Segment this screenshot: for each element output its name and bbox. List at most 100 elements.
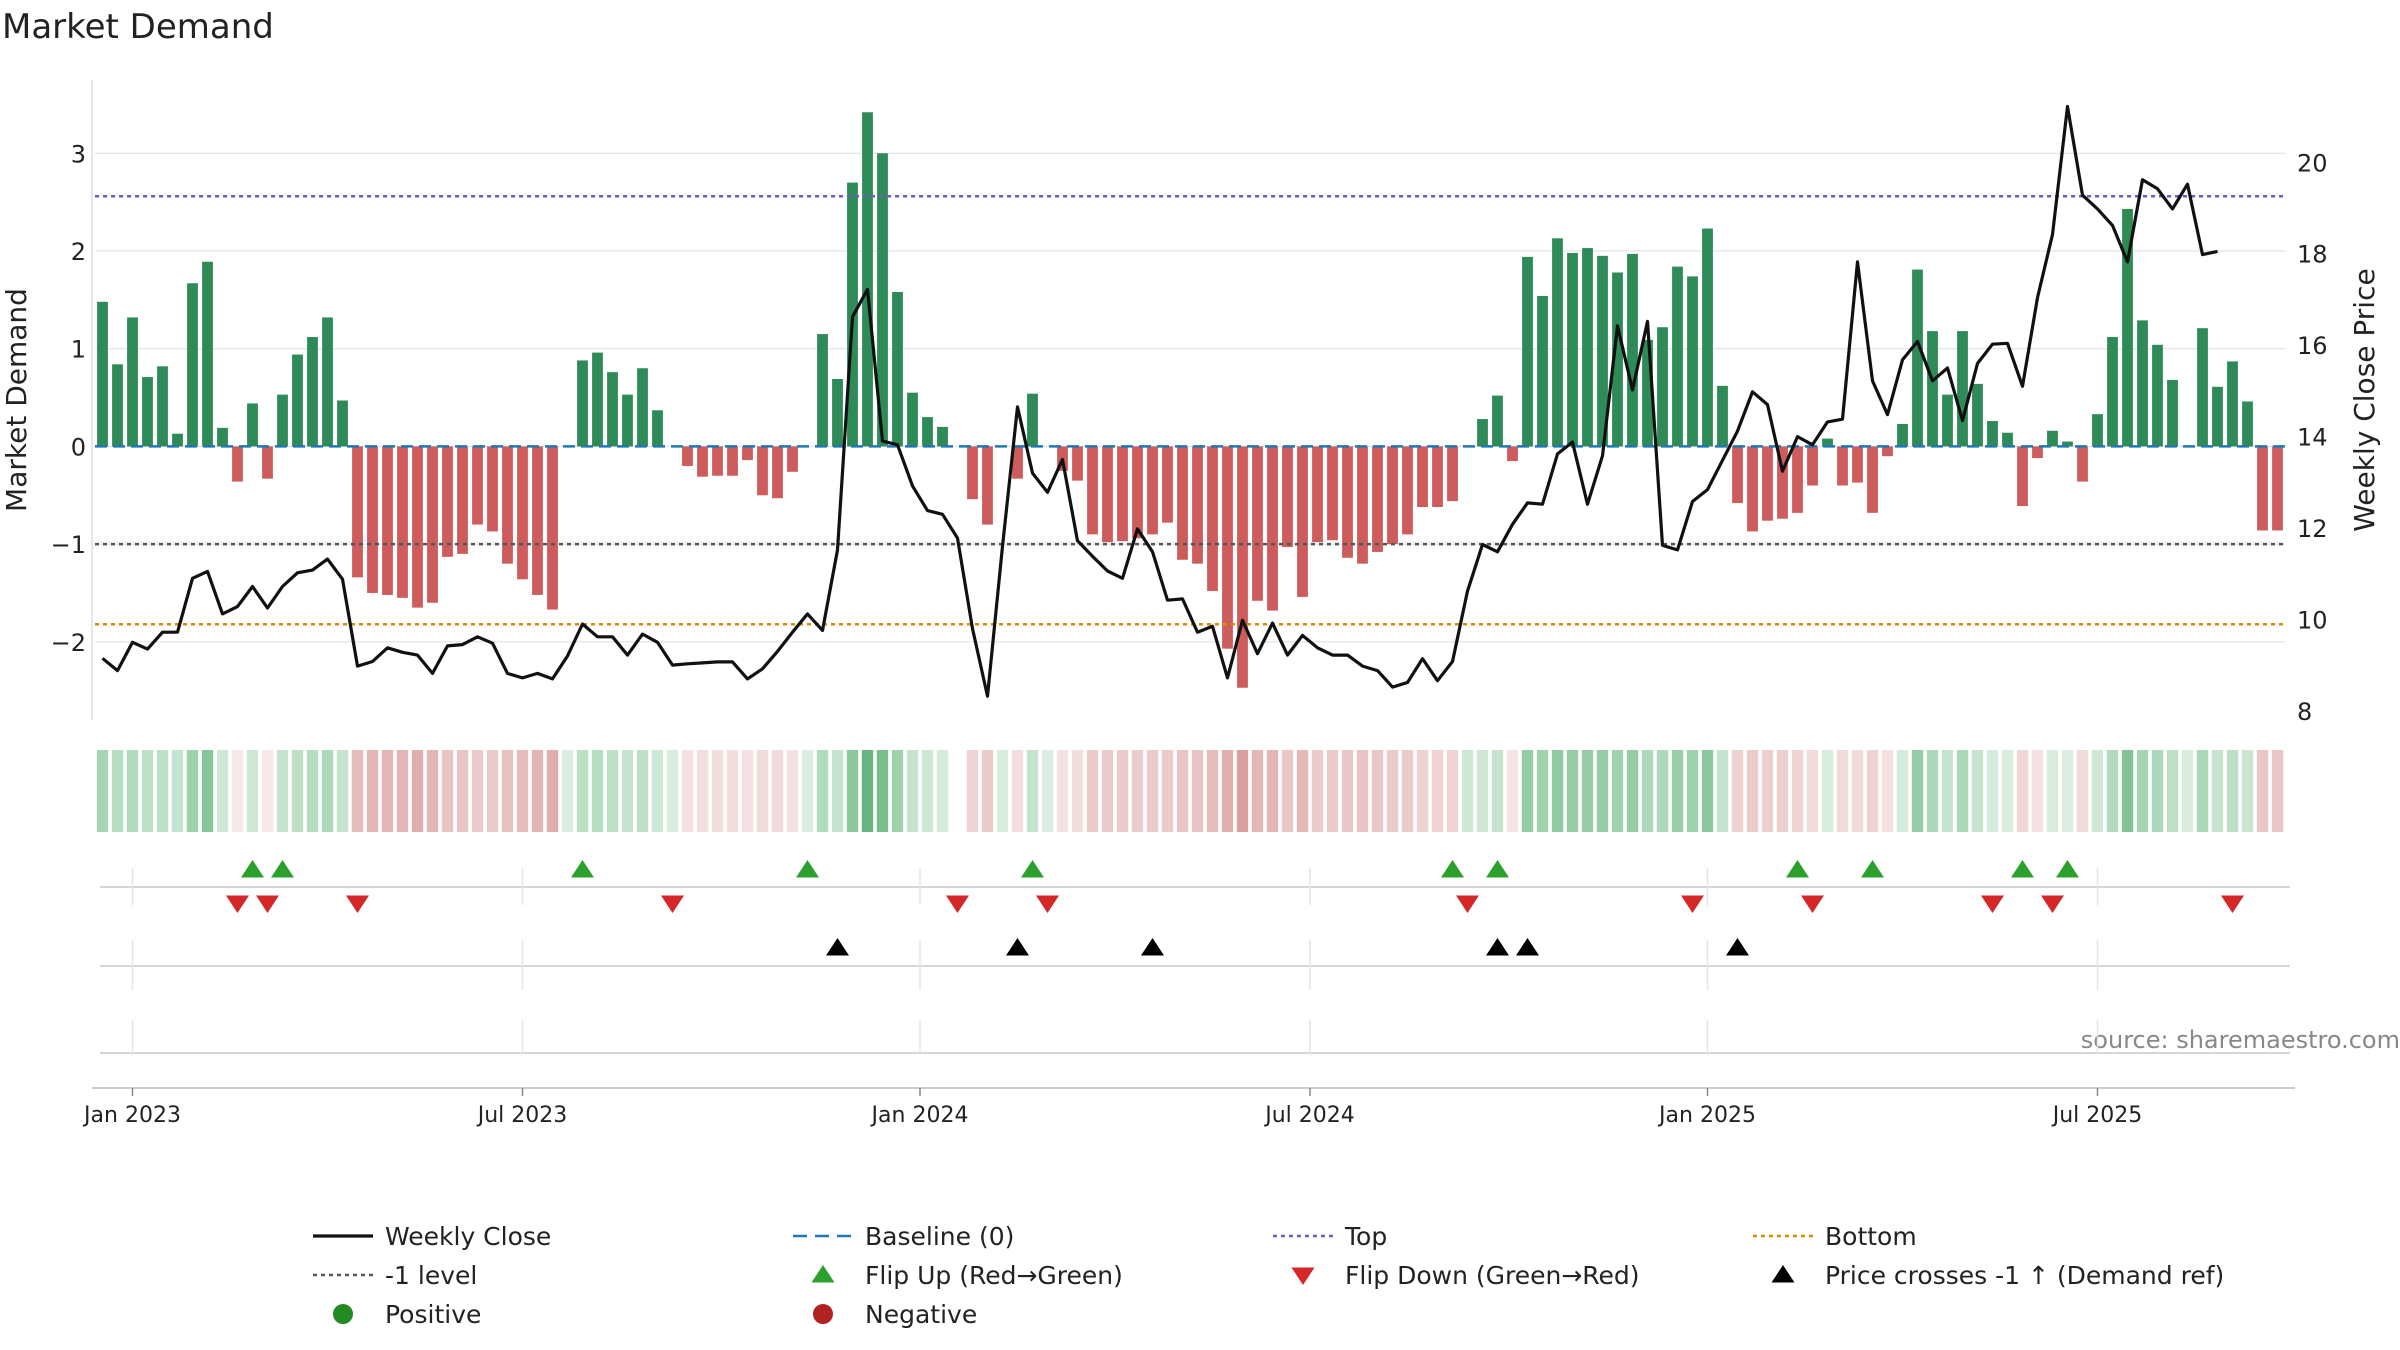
demand-bar — [517, 446, 528, 580]
demand-bar — [892, 292, 903, 447]
demand-bar — [187, 283, 198, 447]
strip-cell — [261, 750, 274, 832]
demand-bar — [757, 446, 768, 496]
flip-down-marker — [1456, 895, 1479, 913]
flip-down-marker — [1981, 895, 2004, 913]
strip-cell — [2211, 750, 2224, 832]
demand-bar — [967, 446, 978, 500]
strip-cell — [1281, 750, 1294, 832]
legend-swatch — [813, 1304, 833, 1324]
demand-bar — [412, 446, 423, 608]
strip-cell — [456, 750, 469, 832]
demand-bar — [1987, 421, 1998, 447]
reference-lines — [95, 195, 2285, 626]
demand-bar — [1117, 446, 1128, 542]
demand-bar — [1942, 394, 1953, 447]
demand-bar — [787, 446, 798, 472]
x-ticks: Jan 2023 Jul 2023 Jan 2024 Jul 2024 Jan 2025… — [82, 1088, 2142, 1128]
legend-item-9: Negative — [813, 1300, 977, 1329]
demand-bar — [1507, 446, 1518, 462]
strip-cell — [1296, 750, 1309, 832]
demand-bar — [2212, 386, 2223, 447]
strip-cell — [1746, 750, 1759, 832]
strip-cell — [1101, 750, 1114, 832]
strip-cell — [2166, 750, 2179, 832]
flip-up-marker — [2011, 860, 2034, 878]
strip-cell — [1656, 750, 1669, 832]
demand-bar — [442, 446, 453, 557]
strip-cell — [126, 750, 139, 832]
strip-cell — [1266, 750, 1279, 832]
demand-bar — [1777, 446, 1788, 519]
strip-cell — [411, 750, 424, 832]
demand-bar — [202, 261, 213, 447]
strip-cell — [936, 750, 949, 832]
demand-bar — [712, 446, 723, 476]
legend-item-1: Baseline (0) — [793, 1222, 1014, 1251]
demand-bar — [2062, 441, 2073, 447]
demand-bar — [1582, 248, 1593, 447]
price-cross-marker — [1006, 938, 1029, 956]
strip-cell — [696, 750, 709, 832]
demand-bar — [307, 336, 318, 447]
demand-bar — [97, 301, 108, 447]
demand-bar — [1312, 446, 1323, 543]
strip-cell — [2121, 750, 2134, 832]
strip-cell — [486, 750, 499, 832]
legend-swatch — [811, 1265, 835, 1283]
strip-cell — [1701, 750, 1714, 832]
strip-cell — [1341, 750, 1354, 832]
demand-bar — [1012, 446, 1023, 479]
legend-item-3: Bottom — [1753, 1222, 1917, 1251]
legend-swatch — [1291, 1267, 1315, 1285]
strip-cell — [2226, 750, 2239, 832]
strip-cell — [2016, 750, 2029, 832]
strip-cell — [2241, 750, 2254, 832]
demand-bar — [1897, 423, 1908, 447]
demand-bar — [1762, 446, 1773, 521]
strip-cell — [741, 750, 754, 832]
demand-bar — [1102, 446, 1113, 543]
demand-bar — [127, 317, 138, 447]
demand-bar — [1867, 446, 1878, 513]
strip-cell — [1851, 750, 1864, 832]
demand-bar — [367, 446, 378, 593]
strip-cell — [1611, 750, 1624, 832]
strip-cell — [636, 750, 649, 832]
flip-up-marker — [2056, 860, 2079, 878]
demand-bar — [1747, 446, 1758, 532]
demand-bar — [157, 366, 168, 447]
price-cross-marker — [1486, 938, 1509, 956]
y2-tick-label-6: 8 — [2297, 698, 2312, 726]
flip-down-marker — [946, 895, 969, 913]
demand-bar — [832, 378, 843, 447]
strip-cell — [2001, 750, 2014, 832]
strip-cell — [2196, 750, 2209, 832]
demand-bar — [1552, 238, 1563, 447]
flip-down-marker — [2221, 895, 2244, 913]
strip-cell — [2091, 750, 2104, 832]
demand-bar — [472, 446, 483, 525]
strip-cell — [666, 750, 679, 832]
strip-cell — [351, 750, 364, 832]
demand-bar — [1837, 446, 1848, 486]
x-tick-label-5: Jul 2025 — [2051, 1103, 2143, 1128]
strip-cell — [2031, 750, 2044, 832]
demand-bar — [322, 317, 333, 447]
strip-cell — [861, 750, 874, 832]
strip-cell — [321, 750, 334, 832]
flip-up-marker — [571, 860, 594, 878]
demand-bar — [397, 446, 408, 598]
flip-up-marker — [796, 860, 819, 878]
demand-bar — [637, 368, 648, 447]
strip-cell — [2076, 750, 2089, 832]
strip-cell — [516, 750, 529, 832]
demand-bar — [1027, 393, 1038, 447]
demand-bar — [1597, 255, 1608, 447]
demand-bar — [1237, 446, 1248, 688]
strip-cell — [1326, 750, 1339, 832]
strip-cell — [1116, 750, 1129, 832]
strip-cell — [231, 750, 244, 832]
demand-bar — [1702, 228, 1713, 447]
demand-bar — [817, 334, 828, 447]
